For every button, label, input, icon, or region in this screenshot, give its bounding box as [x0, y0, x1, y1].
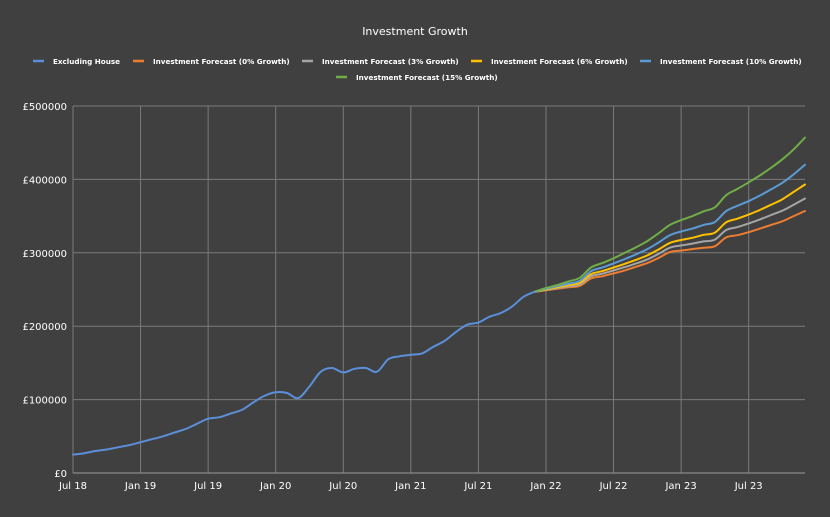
series-line-2 [533, 197, 806, 293]
y-tick-label: £200000 [22, 322, 67, 333]
chart-title: Investment Growth [362, 25, 468, 38]
x-tick-label: Jan 20 [259, 481, 291, 492]
x-tick-label: Jul 23 [734, 481, 763, 492]
x-tick-label: Jan 23 [664, 481, 696, 492]
series-group [72, 136, 806, 456]
y-tick-label: £300000 [22, 249, 67, 260]
y-tick-label: £0 [54, 469, 67, 480]
series-line-1 [533, 210, 806, 293]
x-tick-label: Jul 20 [328, 481, 357, 492]
y-axis: £0 £100000 £200000 £300000 £400000 £500000 [22, 102, 67, 480]
x-tick-label: Jul 19 [193, 481, 222, 492]
legend-label: Investment Forecast (15% Growth) [356, 73, 498, 82]
gridlines [72, 105, 805, 473]
x-tick-label: Jul 21 [463, 481, 492, 492]
legend: Excluding House Investment Forecast (0% G… [33, 57, 802, 82]
legend-label: Investment Forecast (0% Growth) [153, 57, 290, 66]
y-tick-label: £100000 [22, 396, 67, 407]
series-line-4 [533, 163, 806, 293]
y-tick-label: £400000 [22, 175, 67, 186]
legend-label: Investment Forecast (6% Growth) [491, 57, 628, 66]
series-line-3 [533, 183, 806, 293]
series-line-0 [72, 290, 536, 456]
x-tick-label: Jan 21 [394, 481, 426, 492]
x-tick-label: Jan 22 [529, 481, 561, 492]
y-tick-label: £500000 [22, 102, 67, 113]
legend-label: Investment Forecast (3% Growth) [322, 57, 459, 66]
x-tick-label: Jul 18 [58, 481, 87, 492]
legend-label: Excluding House [53, 57, 120, 66]
legend-label: Investment Forecast (10% Growth) [660, 57, 802, 66]
x-axis: Jul 18 Jan 19 Jul 19 Jan 20 Jul 20 Jan 21 Jul … [58, 472, 805, 492]
x-tick-label: Jan 19 [124, 481, 156, 492]
series-line-5 [533, 136, 806, 293]
x-tick-label: Jul 22 [599, 481, 628, 492]
